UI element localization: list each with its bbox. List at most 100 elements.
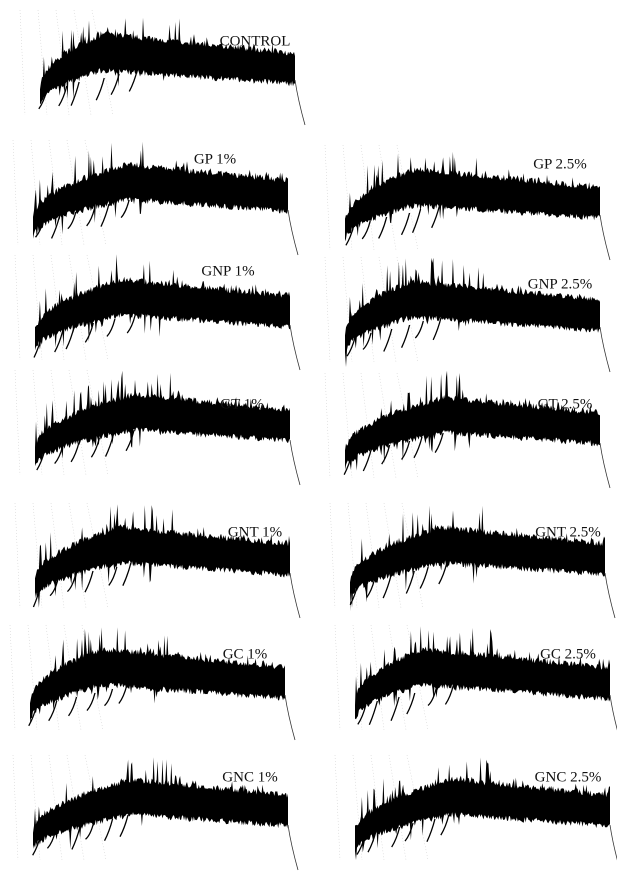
trace	[345, 371, 600, 471]
panel-label: GNT 2.5%	[535, 524, 601, 540]
trace	[350, 506, 605, 612]
panel-label: GT 1%	[220, 396, 263, 412]
trace	[355, 626, 610, 719]
trace-hook	[427, 819, 435, 842]
panel-label: GNC 1%	[222, 769, 277, 785]
trace-hook	[119, 685, 127, 703]
trace-hook	[104, 689, 112, 706]
paper-line	[330, 503, 335, 608]
panel: GNT 2.5%	[330, 503, 615, 618]
trace-hook	[435, 433, 443, 453]
trace-hook	[86, 823, 94, 839]
paper-line	[325, 373, 330, 478]
trace-hook	[120, 815, 128, 837]
panel: GC 2.5%	[335, 625, 617, 740]
trace-hook	[49, 701, 57, 721]
trace-hook	[379, 217, 387, 238]
trace	[345, 258, 600, 367]
panel-label: GP 1%	[194, 151, 236, 167]
trace	[40, 18, 295, 105]
trace-hook	[101, 204, 109, 227]
paper-line	[13, 755, 18, 860]
trace-tail	[600, 327, 610, 372]
trace-tail	[285, 695, 295, 740]
panel-label: GNC 2.5%	[535, 769, 602, 785]
trace-tail	[600, 215, 610, 260]
panel: GP 1%	[13, 140, 298, 255]
trace	[35, 504, 290, 607]
trace-hook	[415, 321, 423, 338]
trace-hook	[407, 693, 415, 714]
trace-hook	[111, 74, 119, 95]
paper-line	[335, 755, 340, 860]
trace-hook	[413, 209, 421, 233]
panel: GNP 1%	[15, 254, 300, 370]
trace-hook	[420, 567, 428, 588]
trace	[35, 371, 290, 466]
trace-hook	[96, 78, 104, 100]
trace-tail	[288, 825, 298, 870]
paper-line	[15, 503, 20, 608]
trace-tail	[290, 440, 300, 485]
trace-tail	[290, 573, 300, 618]
paper-line	[335, 625, 340, 730]
paper-line	[325, 257, 330, 362]
panel-label: GC 2.5%	[540, 646, 596, 662]
panel: GT 2.5%	[325, 371, 610, 488]
trace-hook	[87, 208, 95, 226]
trace-hook	[105, 819, 113, 841]
trace-hook	[439, 563, 447, 584]
trace-hook	[369, 701, 377, 725]
panel: GC 1%	[10, 625, 295, 740]
trace-hook	[428, 689, 436, 706]
trace-hook	[127, 315, 135, 333]
trace-tail	[295, 80, 305, 125]
figure: CONTROL GP 1% GP 2.5% GNP 1% GNP 2.5% GT 1% GT…	[0, 0, 617, 872]
page: {"panels": [ {"label": "CONTROL"}, {"lab…	[0, 0, 617, 872]
trace-tail	[290, 325, 300, 370]
trace-hook	[391, 697, 399, 721]
panel-label: GP 2.5%	[533, 156, 587, 172]
paper-line	[13, 140, 18, 245]
trace-hook	[69, 697, 77, 716]
trace-hook	[402, 325, 410, 348]
trace-hook	[123, 563, 131, 586]
trace-hook	[68, 212, 76, 229]
trace-tail	[288, 210, 298, 255]
trace-hook	[405, 823, 413, 841]
trace-hook	[85, 571, 93, 592]
panel-label: GT 2.5%	[538, 396, 593, 412]
trace-tail	[610, 695, 617, 740]
paper-line	[15, 370, 20, 475]
panel: GNP 2.5%	[325, 257, 610, 372]
panel: GP 2.5%	[325, 145, 610, 260]
trace-tail	[605, 573, 615, 618]
panel-label: GNP 1%	[201, 263, 254, 279]
trace-hook	[109, 567, 117, 585]
trace-tail	[600, 443, 610, 488]
trace-hook	[121, 200, 129, 218]
trace-hook	[402, 213, 410, 235]
trace-hook	[107, 319, 115, 336]
paper-line	[15, 255, 20, 360]
trace	[30, 627, 285, 723]
panel-label: GNT 1%	[228, 524, 282, 540]
trace-hook	[71, 82, 79, 106]
panel: GNT 1%	[15, 503, 300, 618]
trace-hook	[362, 221, 370, 239]
panel-label: CONTROL	[220, 33, 291, 49]
trace-hook	[72, 827, 80, 849]
trace-hook	[87, 693, 95, 711]
trace-tail	[610, 825, 617, 870]
trace-hook	[382, 445, 390, 464]
panel: GNC 2.5%	[335, 755, 617, 870]
panel-label: GNP 2.5%	[528, 276, 592, 292]
trace-hook	[406, 571, 414, 593]
trace-hook	[384, 329, 392, 351]
panel: GNC 1%	[13, 755, 298, 870]
panel-label: GC 1%	[223, 646, 268, 662]
paper-line	[10, 625, 15, 730]
panel: CONTROL	[20, 10, 305, 125]
paper-line	[325, 145, 330, 250]
paper-line	[20, 10, 25, 115]
